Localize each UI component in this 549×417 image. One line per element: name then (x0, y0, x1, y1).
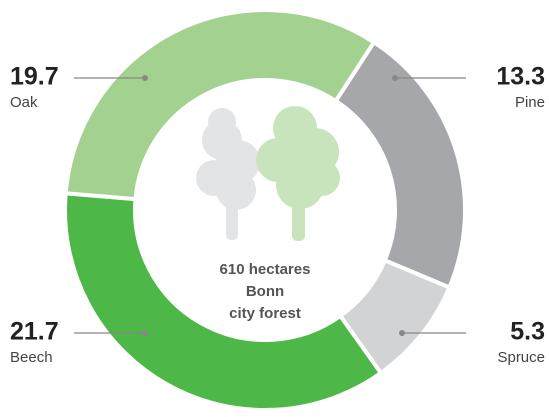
category-label: Oak (10, 94, 38, 111)
donut-slice (333, 39, 467, 291)
value-label: 21.7 (10, 318, 59, 346)
center-text: Bonn (246, 283, 284, 300)
donut-slice (63, 8, 377, 202)
center-text: city forest (229, 305, 301, 322)
leader-dot (142, 330, 148, 336)
value-label: 5.3 (510, 318, 545, 346)
donut-slice (63, 191, 384, 412)
category-label: Spruce (497, 349, 545, 366)
center-text: 610 hectares (220, 261, 311, 278)
leader-dot (392, 75, 398, 81)
value-label: 13.3 (496, 63, 545, 91)
value-label: 19.7 (10, 63, 59, 91)
leader-dot (399, 330, 405, 336)
leader-dot (142, 75, 148, 81)
tree-icons (196, 106, 340, 241)
category-label: Pine (515, 94, 545, 111)
category-label: Beech (10, 349, 53, 366)
